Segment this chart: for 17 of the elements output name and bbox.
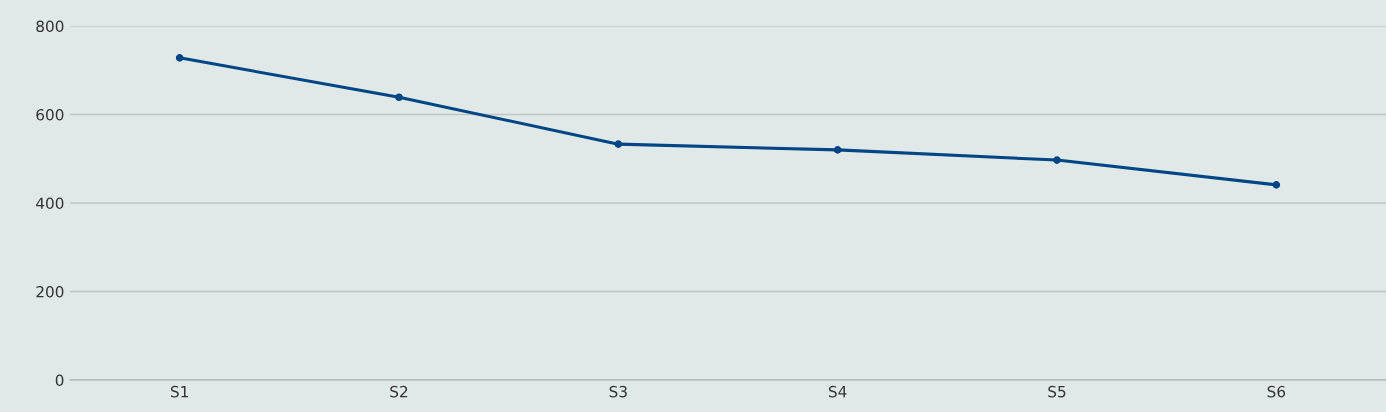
y-tick-label: 0	[55, 374, 64, 387]
point	[1272, 181, 1281, 189]
x-tick-label: S2	[390, 385, 408, 398]
point	[395, 93, 403, 102]
point	[175, 54, 184, 62]
x-tick-label: S5	[1048, 385, 1066, 398]
x-tick-label: S1	[170, 385, 188, 398]
point	[1053, 156, 1061, 164]
point	[833, 146, 842, 154]
point	[614, 140, 623, 148]
y-tick-label: 200	[36, 285, 64, 298]
x-tick-label: S6	[1267, 385, 1286, 398]
y-tick-label: 800	[36, 20, 64, 33]
x-tick-label: S4	[828, 385, 847, 398]
y-tick-label: 600	[36, 108, 64, 121]
x-tick-label: S3	[609, 385, 627, 398]
y-tick-label: 400	[36, 197, 64, 210]
